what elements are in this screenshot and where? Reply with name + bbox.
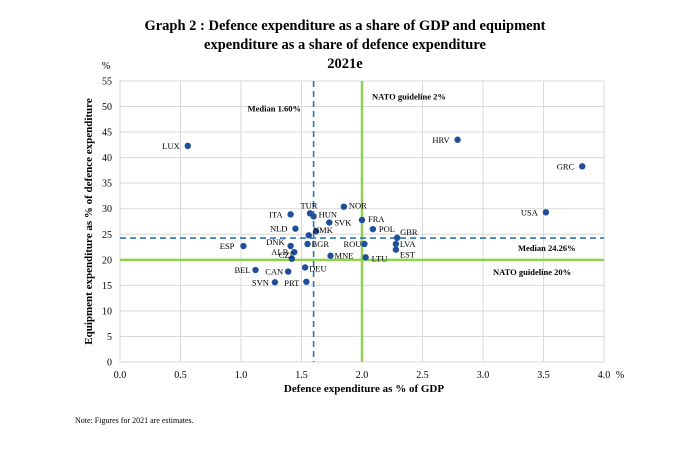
x-tick-label: 0.5 <box>174 370 187 381</box>
y-tick-label: 40 <box>102 153 112 164</box>
y-tick-label: 35 <box>102 179 112 190</box>
y-tick-label: 50 <box>102 102 112 113</box>
y-tick-label: 0 <box>107 358 112 369</box>
point-label-est: EST <box>400 250 416 260</box>
median-x-label: Median 1.60% <box>248 104 301 114</box>
data-points <box>184 136 586 286</box>
y-tick-label: 20 <box>102 255 112 266</box>
y-axis-title: Equipment expenditure as % of defence ex… <box>83 98 95 345</box>
scatter-chart: 0 5 10 15 20 25 30 35 40 45 50 55 0.0 0.5 1.0 1.5 2.0 2.5… <box>83 61 624 395</box>
data-point-can <box>284 268 292 275</box>
y-unit-label: % <box>102 61 110 72</box>
data-point-ita <box>287 211 294 218</box>
x-tick-label: 3.5 <box>537 370 550 381</box>
point-label-tur: TUR <box>300 200 317 210</box>
nato-y-label: NATO guideline 20% <box>493 267 571 277</box>
y-tick-label: 10 <box>102 306 112 317</box>
data-point-est <box>392 246 400 253</box>
data-point-rou <box>361 240 368 248</box>
point-label-svn: SVN <box>252 277 269 287</box>
data-point-usa <box>542 209 550 216</box>
data-point-grc <box>579 163 586 170</box>
data-point-prt <box>303 278 310 285</box>
x-tick-label: 2.0 <box>356 370 369 381</box>
data-point-fra <box>358 216 366 224</box>
data-point-bel <box>252 266 259 274</box>
point-label-fra: FRA <box>368 214 385 224</box>
data-point-mne <box>327 252 334 259</box>
y-tick-label: 25 <box>102 230 112 241</box>
point-label-nld: NLD <box>270 224 287 234</box>
x-tick-label: 4.0 <box>598 370 611 381</box>
data-point-bgr <box>304 240 311 248</box>
data-point-ltu <box>362 254 369 261</box>
point-label-nmk: NMK <box>313 225 334 235</box>
data-point-nmk <box>312 228 320 235</box>
data-point-pol <box>369 225 377 233</box>
x-tick-label: 2.5 <box>416 370 429 381</box>
point-label-cze: CZE <box>279 250 295 260</box>
data-point-gbr <box>393 234 401 242</box>
x-tick-label: 1.5 <box>295 370 308 381</box>
data-point-alb <box>291 248 298 256</box>
data-point-dnk <box>287 242 294 250</box>
axes: 0 5 10 15 20 25 30 35 40 45 50 55 0.0 0.5 1.0 1.5 2.0 2.5… <box>83 61 624 395</box>
data-point-hrv <box>454 136 461 143</box>
data-point-svn <box>271 279 279 286</box>
x-tick-label: 1.0 <box>235 370 248 381</box>
point-label-hun: HUN <box>319 209 337 219</box>
data-point-lva <box>392 240 400 248</box>
point-label-mne: MNE <box>335 251 354 261</box>
point-label-ltu: LTU <box>372 253 388 263</box>
data-point-svk <box>326 219 333 226</box>
nato-x-label: NATO guideline 2% <box>372 91 446 101</box>
point-label-nor: NOR <box>349 201 367 211</box>
x-unit-label: % <box>616 370 624 381</box>
data-point-cze <box>288 255 296 262</box>
point-label-can: CAN <box>265 267 283 277</box>
point-label-lux: LUX <box>162 141 179 151</box>
point-label-esp: ESP <box>220 241 235 251</box>
y-tick-label: 55 <box>102 77 112 88</box>
data-point-hun <box>310 213 317 220</box>
point-label-dnk: DNK <box>266 237 285 247</box>
point-label-gbr: GBR <box>400 227 418 237</box>
point-label-grc: GRC <box>557 161 575 171</box>
annotations: Median 1.60% NATO guideline 2% Median 24.2… <box>162 91 575 287</box>
y-tick-label: 15 <box>102 281 112 292</box>
point-label-rou: ROU <box>343 239 361 249</box>
x-tick-label: 3.0 <box>477 370 490 381</box>
point-label-hrv: HRV <box>432 135 450 145</box>
x-axis-title: Defence expenditure as % of GDP <box>284 383 444 395</box>
point-label-ita: ITA <box>269 209 283 219</box>
data-point-mnt <box>305 232 312 239</box>
data-point-nld <box>292 225 299 232</box>
median-y-label: Median 24.26% <box>518 243 576 253</box>
point-label-svk: SVK <box>334 218 352 228</box>
point-label-deu: DEU <box>309 263 326 273</box>
data-point-lux <box>184 142 191 150</box>
x-tick-label: 0.0 <box>114 370 127 381</box>
point-label-alb: ALB <box>271 247 288 257</box>
point-label-bgr: BGR <box>312 239 330 249</box>
y-tick-label: 45 <box>102 128 112 139</box>
y-tick-label: 5 <box>107 332 112 343</box>
data-point-esp <box>240 242 247 250</box>
chart-title-line-3: 2021e <box>327 56 363 72</box>
point-label-pol: POL <box>379 224 395 234</box>
point-label-bel: BEL <box>234 265 250 275</box>
point-label-usa: USA <box>521 207 539 217</box>
footnote: Note: Figures for 2021 are estimates. <box>75 416 194 425</box>
data-point-nor <box>340 203 348 210</box>
y-tick-label: 30 <box>102 204 112 215</box>
chart-title-line-2: expenditure as a share of defence expend… <box>204 37 486 53</box>
point-label-prt: PRT <box>284 278 300 288</box>
data-point-deu <box>301 264 309 271</box>
chart-title-line-1: Graph 2 : Defence expenditure as a share… <box>144 18 546 34</box>
point-label-lva: LVA <box>400 239 416 249</box>
